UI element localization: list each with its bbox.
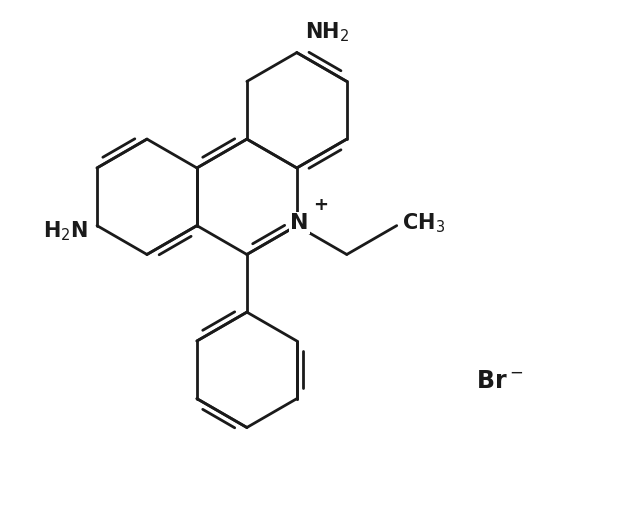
Text: CH$_3$: CH$_3$ — [403, 211, 445, 235]
Text: NH$_2$: NH$_2$ — [305, 20, 350, 44]
Text: Br$^-$: Br$^-$ — [476, 369, 523, 393]
Text: H$_2$N: H$_2$N — [44, 220, 88, 243]
Text: N: N — [291, 213, 309, 232]
Text: +: + — [314, 196, 328, 214]
